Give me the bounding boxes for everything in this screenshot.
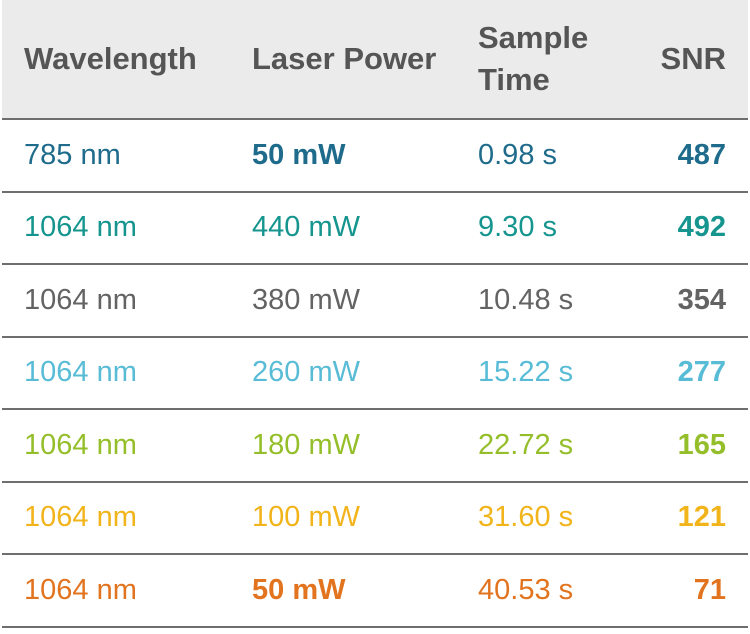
cell-wavelength: 1064 nm [24,211,137,244]
cell-laser-power: 440 mW [252,211,360,244]
cell-snr: 492 [677,211,726,244]
table-row: 1064 nm 440 mW 9.30 s 492 [2,193,748,265]
cell-wavelength: 785 nm [24,138,121,171]
header-wavelength: Wavelength [24,41,197,77]
cell-laser-power: 50 mW [252,138,346,171]
table-row: 1064 nm 380 mW 10.48 s 354 [2,265,748,338]
cell-snr: 71 [693,573,726,606]
cell-sample-time: 31.60 s [478,501,574,534]
cell-snr: 277 [677,356,726,389]
cell-wavelength: 1064 nm [24,356,137,389]
table-row: 785 nm 50 mW 0.98 s 487 [2,120,748,193]
cell-wavelength: 1064 nm [24,283,137,316]
cell-laser-power: 260 mW [252,356,360,389]
table-row: 1064 nm 100 mW 31.60 s 121 [2,483,748,555]
table-row: 1064 nm 180 mW 22.72 s 165 [2,410,748,483]
cell-laser-power: 100 mW [252,501,360,534]
cell-sample-time: 0.98 s [478,138,557,171]
cell-laser-power: 50 mW [252,573,346,606]
cell-sample-time: 15.22 s [478,356,574,389]
cell-snr: 487 [677,138,726,171]
header-sample-time-line2: Time [478,62,550,97]
header-laser-power: Laser Power [252,41,437,77]
cell-laser-power: 180 mW [252,428,360,461]
table-header: Wavelength Laser Power Sample Time SNR [2,0,748,120]
header-sample-time-line1: Sample [478,20,589,56]
cell-sample-time: 22.72 s [478,428,574,461]
cell-wavelength: 1064 nm [24,501,137,534]
table-row: 1064 nm 260 mW 15.22 s 277 [2,338,748,410]
cell-wavelength: 1064 nm [24,573,137,606]
table-row: 1064 nm 50 mW 40.53 s 71 [2,555,748,628]
cell-sample-time: 10.48 s [478,283,574,316]
cell-sample-time: 9.30 s [478,211,557,244]
cell-snr: 354 [677,283,726,316]
cell-laser-power: 380 mW [252,283,360,316]
cell-sample-time: 40.53 s [478,573,574,606]
header-snr: SNR [660,41,726,77]
cell-wavelength: 1064 nm [24,428,137,461]
cell-snr: 165 [677,428,726,461]
header-sample-time: Sample Time [458,17,638,101]
cell-snr: 121 [677,501,726,534]
